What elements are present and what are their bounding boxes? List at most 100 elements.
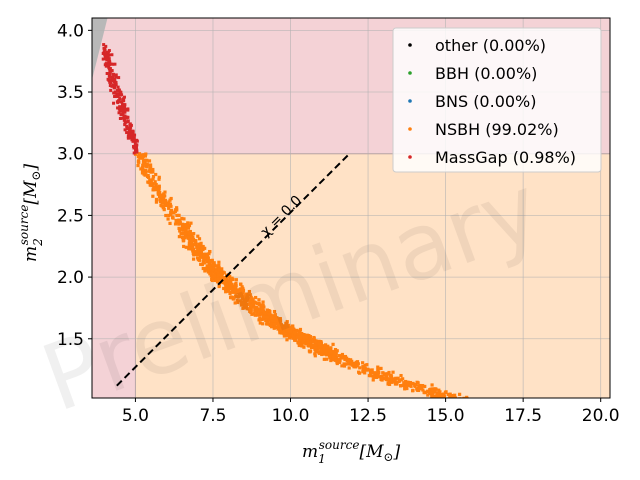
nsbh-point	[221, 276, 225, 280]
x-tick-label: 12.5	[349, 406, 387, 426]
nsbh-point	[276, 317, 280, 321]
nsbh-point	[187, 232, 191, 236]
nsbh-point	[192, 232, 196, 236]
nsbh-point	[422, 390, 426, 394]
nsbh-point	[383, 376, 387, 381]
nsbh-point	[577, 423, 580, 426]
nsbh-point	[349, 361, 353, 366]
nsbh-point	[363, 371, 367, 375]
nsbh-point	[170, 210, 174, 214]
nsbh-point	[179, 231, 183, 235]
nsbh-point	[160, 204, 164, 208]
nsbh-point	[554, 419, 557, 422]
nsbh-point	[291, 336, 296, 340]
nsbh-point	[164, 213, 168, 218]
nsbh-point	[248, 297, 252, 301]
nsbh-point	[226, 286, 230, 290]
nsbh-point	[245, 307, 249, 311]
nsbh-point	[272, 316, 276, 321]
nsbh-point	[285, 338, 289, 342]
nsbh-point	[210, 272, 214, 276]
nsbh-point	[547, 420, 550, 423]
massgap-point	[113, 62, 117, 66]
nsbh-point	[151, 182, 155, 186]
nsbh-point	[465, 405, 468, 408]
massgap-point	[110, 84, 114, 88]
nsbh-point	[333, 347, 338, 352]
nsbh-point	[137, 160, 141, 164]
nsbh-point	[565, 415, 568, 418]
nsbh-point	[500, 411, 503, 414]
nsbh-point	[199, 249, 204, 253]
nsbh-point	[555, 421, 558, 424]
nsbh-point	[282, 326, 286, 331]
nsbh-point	[151, 170, 155, 174]
nsbh-point	[234, 291, 238, 295]
massgap-point	[118, 93, 122, 97]
nsbh-point	[288, 336, 292, 340]
nsbh-point	[230, 282, 234, 287]
nsbh-point	[564, 419, 567, 422]
nsbh-point	[158, 190, 162, 195]
nsbh-point	[231, 277, 235, 282]
nsbh-point	[204, 267, 208, 271]
nsbh-point	[393, 379, 397, 384]
nsbh-point	[340, 352, 345, 357]
nsbh-point	[543, 416, 546, 419]
massgap-point	[111, 72, 115, 76]
nsbh-point	[185, 230, 189, 235]
nsbh-point	[255, 309, 259, 313]
massgap-point	[131, 139, 135, 143]
massgap-point	[135, 139, 139, 143]
nsbh-point	[343, 354, 348, 359]
nsbh-point	[450, 393, 454, 398]
nsbh-point	[175, 206, 179, 210]
nsbh-point	[151, 177, 155, 181]
nsbh-point	[548, 419, 551, 422]
massgap-point	[125, 131, 129, 135]
nsbh-point	[340, 364, 344, 368]
nsbh-point	[217, 263, 221, 268]
nsbh-point	[343, 357, 347, 362]
nsbh-point	[552, 420, 555, 423]
nsbh-point	[239, 301, 243, 305]
legend: other (0.00%) BBH (0.00%) BNS (0.00%) NSBH …	[392, 27, 602, 173]
nsbh-point	[257, 303, 261, 307]
nsbh-point	[330, 351, 334, 355]
massgap-point	[127, 132, 131, 136]
nsbh-point	[322, 357, 326, 361]
nsbh-point	[575, 426, 578, 429]
massgap-point	[123, 114, 127, 118]
nsbh-point	[278, 331, 282, 335]
nsbh-point	[230, 287, 234, 291]
nsbh-point	[570, 418, 573, 421]
nsbh-point	[558, 418, 561, 421]
nsbh-point	[329, 346, 333, 350]
massgap-point	[122, 108, 126, 112]
nsbh-point	[266, 321, 270, 325]
nsbh-point	[426, 389, 430, 394]
nsbh-point	[403, 387, 407, 391]
nsbh-point	[162, 192, 166, 196]
nsbh-point	[295, 335, 300, 339]
nsbh-point	[208, 272, 212, 276]
nsbh-point	[208, 269, 212, 273]
massgap-point	[108, 80, 112, 84]
nsbh-point	[160, 200, 165, 204]
nsbh-point	[213, 276, 217, 280]
nsbh-point	[169, 196, 173, 201]
nsbh-point	[287, 326, 291, 330]
nsbh-point	[257, 298, 261, 302]
massgap-point	[132, 151, 136, 155]
nsbh-point	[199, 241, 203, 245]
nsbh-point	[500, 412, 503, 415]
nsbh-point	[342, 362, 346, 366]
nsbh-point	[495, 406, 498, 409]
nsbh-point	[498, 409, 501, 412]
massgap-point	[102, 43, 106, 47]
nsbh-point	[255, 302, 260, 306]
massgap-point	[126, 136, 130, 140]
nsbh-point	[548, 422, 551, 425]
massgap-point	[130, 131, 134, 135]
nsbh-point	[265, 308, 269, 312]
